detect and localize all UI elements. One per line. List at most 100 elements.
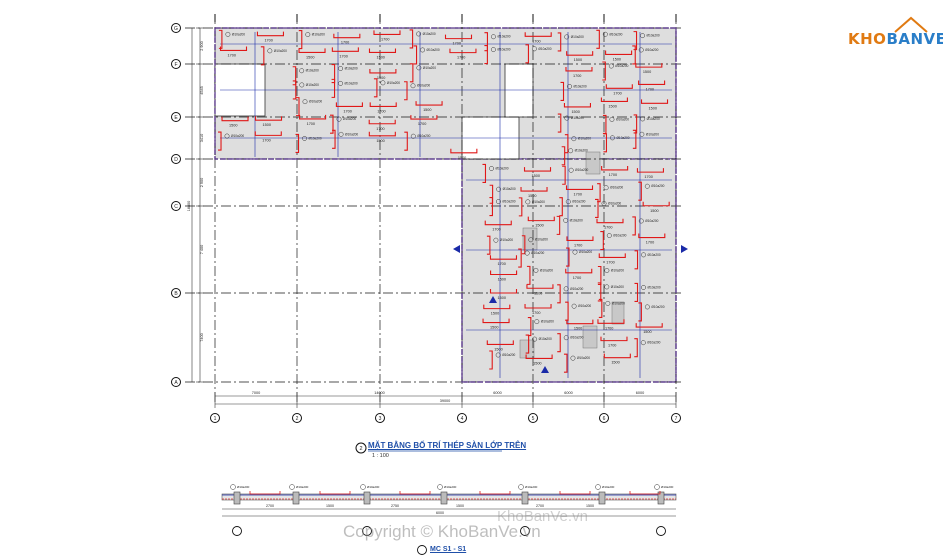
grid-label-col: 4 <box>461 416 464 422</box>
rebar-mark <box>484 45 488 65</box>
section-marker-icon <box>541 366 549 373</box>
rebar-mark <box>298 29 303 50</box>
title-number-bubble <box>355 442 367 454</box>
section-tag <box>360 484 366 490</box>
bottom-dim-label: 6000 <box>636 391 644 395</box>
grid-bubble-row <box>171 288 181 298</box>
rebar-mark <box>333 33 361 39</box>
title-number: 2 <box>359 446 362 452</box>
rebar-length-label: 1500 <box>491 312 499 316</box>
rebar-mark <box>600 230 604 251</box>
rebar-length-label: 1500 <box>229 124 237 128</box>
rebar-spec-label: Ø10a200 <box>423 32 436 36</box>
section-rebar-mark <box>559 491 591 495</box>
rebar-mark <box>330 114 334 134</box>
rebar-spec-label: Ø10a200 <box>570 287 583 291</box>
grid-bubble-col <box>599 413 609 423</box>
rebar-spec-label: Ø10a200 <box>500 238 513 242</box>
rebar-tag <box>568 167 574 173</box>
rebar-spec-label: Ø10a200 <box>531 251 544 255</box>
section-title: MC S1 - S1 <box>430 546 467 553</box>
rebar-mark <box>603 133 608 153</box>
rebar-length-label: 1500 <box>608 104 616 108</box>
section-grid-bubble <box>232 526 242 536</box>
rebar-length-label: 1500 <box>376 139 384 143</box>
rebar-spec-label: Ø10a200 <box>611 285 624 289</box>
rebar-length-label: 1700 <box>573 276 581 280</box>
rebar-length-label: 1700 <box>381 37 389 41</box>
section-rebar-label: Ø10a200 <box>661 485 674 489</box>
rebar-mark <box>642 201 670 207</box>
rebar-tag <box>644 304 650 310</box>
rebar-length-label: 1700 <box>492 228 500 232</box>
rebar-spec-label: Ø10a200 <box>540 268 553 272</box>
grid-label-row: C <box>174 204 178 210</box>
rebar-mark <box>559 197 563 217</box>
rebar-length-label: 1700 <box>453 42 461 46</box>
rebar-length-label: 1500 <box>494 347 502 351</box>
rebar-tag <box>525 199 531 205</box>
rebar-mark <box>598 253 626 258</box>
rebar-mark <box>409 63 414 83</box>
grid-bubble-col <box>457 413 467 423</box>
rebar-spec-label: Ø10a200 <box>532 200 545 204</box>
rebar-spec-label: Ø10a200 <box>570 336 583 340</box>
rebar-length-label: 1700 <box>228 53 236 57</box>
rebar-spec-label: Ø10a200 <box>648 285 661 289</box>
section-dim-label: 1500 <box>586 504 594 508</box>
rebar-spec-label: Ø10a200 <box>231 134 244 138</box>
rebar-mark <box>413 45 418 65</box>
rebar-length-label: 1700 <box>605 326 613 330</box>
grid-label-col: 1 <box>214 416 217 422</box>
rebar-length-label: 1700 <box>608 344 616 348</box>
rebar-length-label: 1500 <box>490 326 498 330</box>
rebar-spec-label: Ø10a200 <box>306 83 319 87</box>
rebar-mark <box>605 84 633 89</box>
rebar-tag <box>567 83 572 89</box>
rebar-length-label: 1700 <box>644 175 652 179</box>
rebar-tag <box>605 300 611 306</box>
rebar-tag <box>644 183 650 189</box>
section-beam <box>363 491 371 505</box>
rebar-tag <box>638 47 644 53</box>
rebar-mark <box>450 148 478 154</box>
rebar-tag <box>640 33 645 39</box>
rebar-tag <box>603 185 609 191</box>
rebar-mark <box>518 248 522 268</box>
grid-label-row: F <box>174 62 177 68</box>
rebar-mark <box>601 165 629 171</box>
section-marker-icon <box>453 245 460 253</box>
rebar-mark <box>595 198 599 219</box>
grid-label-col: 2 <box>296 416 299 422</box>
rebar-mark <box>404 81 408 101</box>
rebar-tag <box>606 233 612 238</box>
rebar-tag <box>336 116 342 122</box>
rebar-tag <box>496 186 502 192</box>
rebar-mark <box>219 46 248 52</box>
rebar-mark <box>489 289 518 294</box>
rebar-mark <box>486 235 491 255</box>
rebar-spec-label: Ø10a200 <box>417 84 430 88</box>
rebar-mark <box>331 78 336 98</box>
rebar-mark <box>369 68 397 74</box>
rebar-mark <box>526 265 531 285</box>
rebar-spec-label: Ø10a200 <box>616 117 629 121</box>
rebar-tag <box>563 335 569 341</box>
rebar-length-label: 1500 <box>498 296 506 300</box>
grid-bubble-row <box>171 23 181 33</box>
rebar-mark <box>331 47 359 52</box>
rebar-mark <box>489 350 493 370</box>
section-rebar-mark <box>399 491 431 495</box>
rebar-spec-label: Ø10a200 <box>312 33 325 37</box>
section-beam <box>292 491 300 505</box>
rebar-spec-label: Ø10a200 <box>538 47 551 51</box>
rebar-mark <box>525 334 530 354</box>
rebar-mark <box>597 282 602 302</box>
rebar-mark <box>566 51 594 56</box>
rebar-length-label: 1500 <box>643 330 651 334</box>
rebar-length-label: 1700 <box>262 138 270 142</box>
rebar-mark <box>526 284 554 289</box>
rebar-length-label: 1700 <box>606 260 614 264</box>
rebar-mark <box>525 354 553 360</box>
